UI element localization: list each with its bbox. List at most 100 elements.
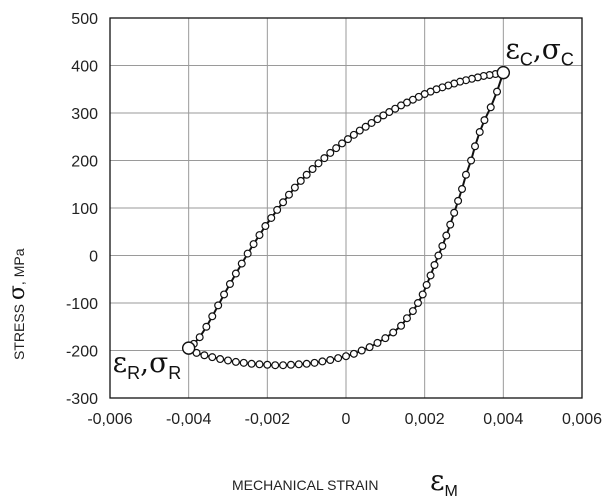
x-axis-label: MECHANICAL STRAIN	[232, 477, 379, 493]
plot-frame	[109, 17, 583, 399]
data-point	[338, 139, 347, 148]
data-point	[397, 321, 406, 330]
y-tick-label: 0	[89, 249, 98, 266]
data-point	[458, 185, 467, 194]
data-point	[243, 249, 252, 258]
data-point	[385, 108, 394, 117]
data-point	[290, 183, 299, 192]
y-tick-labels: -300 -200 -100 0 100 200 300 400 500	[66, 11, 98, 408]
data-point	[239, 358, 248, 367]
y-tick-label: 400	[71, 59, 98, 76]
data-point	[208, 353, 217, 362]
data-point	[342, 352, 351, 361]
data-point	[355, 126, 364, 135]
point-c-marker	[496, 65, 511, 80]
data-point	[279, 361, 288, 370]
y-tick-label: 300	[71, 106, 98, 123]
data-point	[349, 349, 358, 358]
data-point	[326, 148, 335, 157]
data-point	[310, 358, 319, 367]
data-point	[426, 271, 435, 280]
data-point	[326, 356, 335, 365]
data-point	[296, 176, 305, 185]
data-point	[271, 361, 280, 370]
data-point	[418, 290, 427, 299]
x-tick-label: -0,006	[87, 411, 132, 428]
grid	[110, 18, 582, 398]
data-point	[224, 356, 233, 365]
data-point	[237, 259, 246, 268]
data-point	[195, 333, 204, 342]
data-point	[308, 165, 317, 174]
data-point	[408, 307, 417, 316]
data-point	[314, 159, 323, 168]
data-point	[214, 301, 223, 310]
annotations: εC,σC εR,σR	[113, 33, 574, 384]
y-tick-label: -100	[66, 296, 98, 313]
data-point	[357, 346, 366, 355]
point-r-label: εR,σR	[113, 346, 182, 383]
data-point	[475, 128, 484, 137]
data-point	[267, 213, 276, 222]
data-point	[202, 322, 211, 331]
x-tick-labels: -0,006 -0,004 -0,002 0 0,002 0,004 0,006	[87, 411, 602, 428]
data-point	[413, 299, 422, 308]
data-point	[446, 220, 455, 229]
y-tick-label: -200	[66, 344, 98, 361]
data-point	[438, 242, 447, 251]
data-point	[208, 312, 217, 321]
data-point	[349, 130, 358, 139]
data-point	[367, 118, 376, 127]
y-tick-label: -300	[66, 391, 98, 408]
x-axis-symbol: εM	[430, 464, 458, 500]
x-tick-label: 0,006	[562, 411, 602, 428]
data-point	[493, 87, 502, 96]
data-point	[279, 198, 288, 207]
data-point	[381, 334, 390, 343]
y-tick-label: 500	[71, 11, 98, 28]
data-point	[249, 240, 258, 249]
data-point	[334, 354, 343, 363]
x-tick-label: -0,002	[245, 411, 290, 428]
x-tick-label: -0,004	[166, 411, 211, 428]
y-axis-label: STRESS σ, MPa	[5, 248, 30, 360]
data-point	[302, 359, 311, 368]
data-point	[294, 360, 303, 369]
data-point	[216, 355, 225, 364]
data-point	[318, 357, 327, 366]
data-point	[486, 103, 495, 112]
data-markers	[187, 70, 502, 370]
data-point	[284, 190, 293, 199]
data-point	[391, 104, 400, 113]
data-point	[430, 261, 439, 270]
data-point	[320, 154, 329, 163]
data-point	[263, 360, 272, 369]
data-point	[361, 122, 370, 131]
x-tick-label: 0,004	[483, 411, 523, 428]
data-point	[434, 251, 443, 260]
data-point	[389, 328, 398, 337]
point-r-marker	[181, 341, 196, 355]
data-point	[261, 222, 270, 231]
data-point	[461, 170, 470, 179]
data-point	[255, 231, 264, 240]
data-point	[442, 231, 451, 240]
data-point	[422, 280, 431, 289]
data-point	[273, 205, 282, 214]
data-point	[332, 144, 341, 153]
data-point	[247, 359, 256, 368]
data-point	[200, 351, 209, 360]
data-point	[373, 115, 382, 124]
data-point	[379, 111, 388, 120]
y-tick-label: 200	[71, 154, 98, 171]
data-point	[402, 314, 411, 323]
data-point	[467, 156, 476, 165]
data-point	[373, 338, 382, 347]
data-point	[231, 269, 240, 278]
point-c-label: εC,σC	[505, 33, 574, 70]
data-point	[471, 142, 480, 151]
data-point	[343, 135, 352, 144]
data-point	[231, 357, 240, 366]
x-tick-label: 0	[342, 411, 351, 428]
